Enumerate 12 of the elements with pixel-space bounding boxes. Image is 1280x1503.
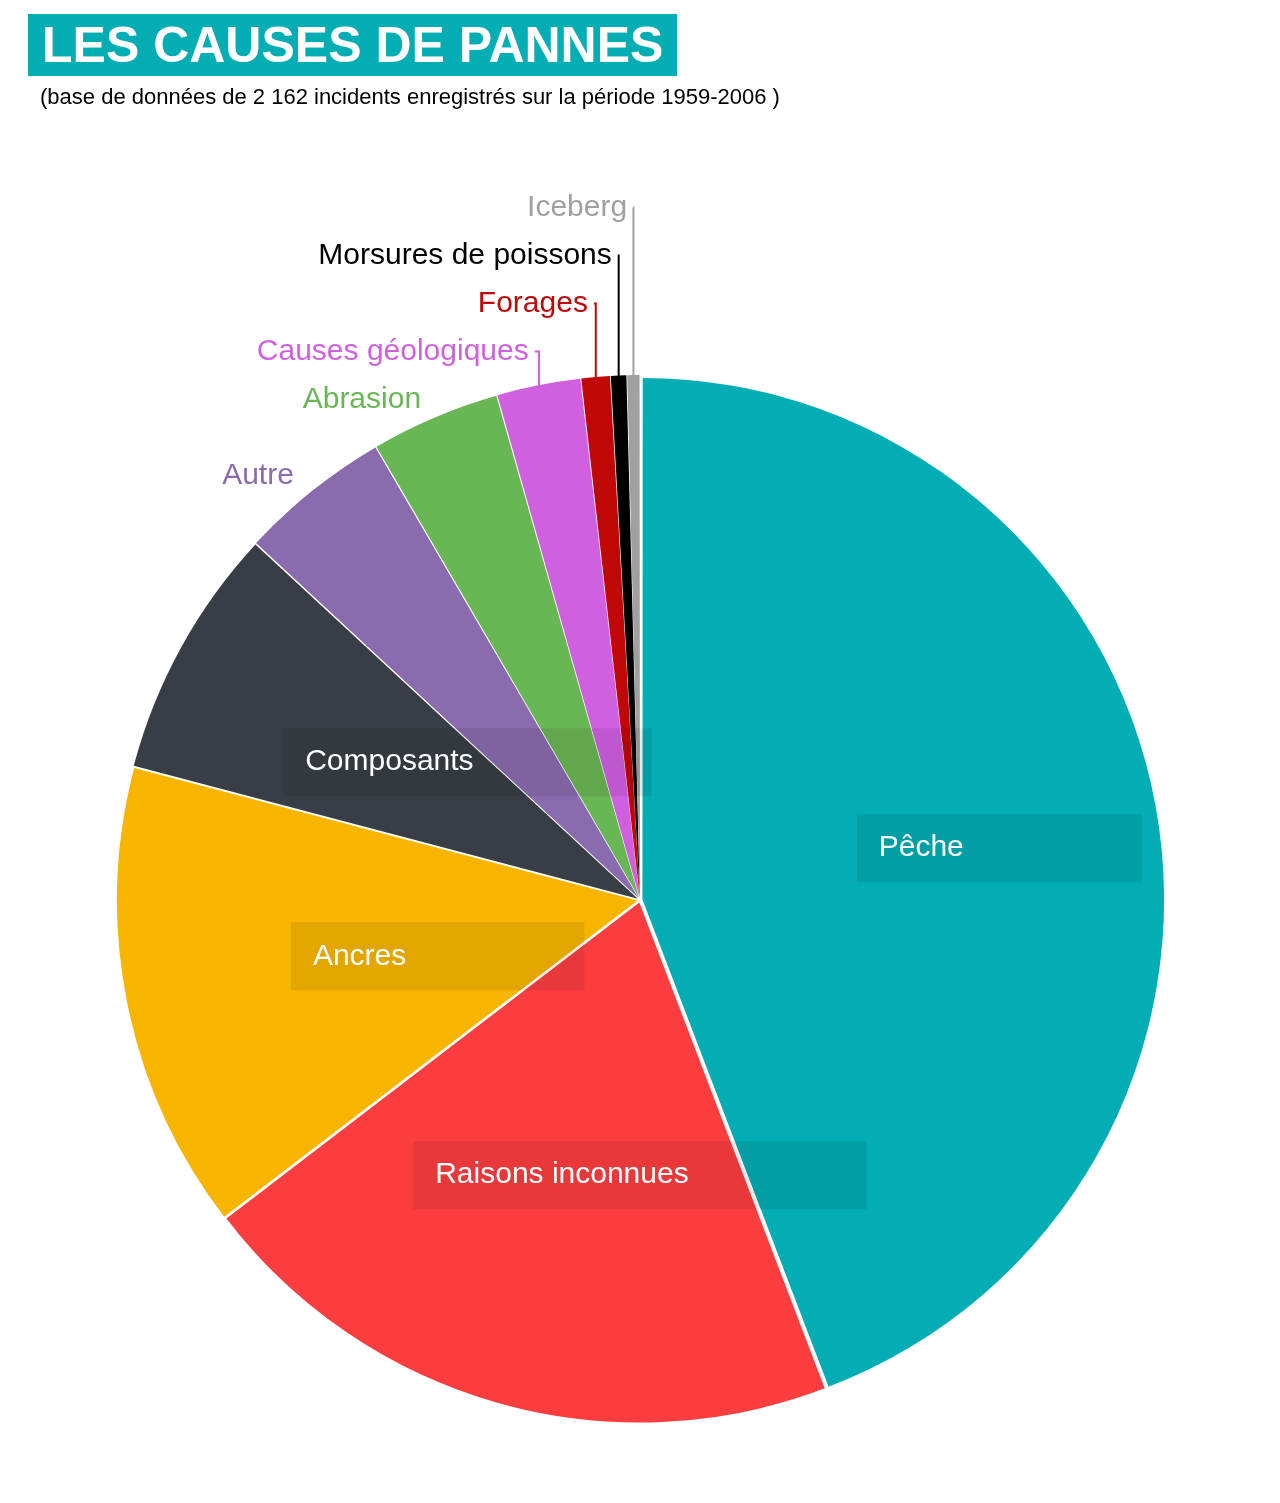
slice-label: Autre [222, 456, 294, 490]
slice-label: Causes géologiques [256, 332, 529, 366]
slice-label: Forages [477, 284, 588, 318]
slice-label: Raisons inconnues [435, 1156, 689, 1190]
slice-label: Morsures de poissons [318, 236, 612, 270]
slice-label: Abrasion [302, 380, 422, 414]
chart-title: LES CAUSES DE PANNES [28, 14, 678, 76]
text: (base de données de 2 162 incidents enregistrés sur la période 1959-2006 ) [40, 84, 781, 110]
slice-label: Composants [305, 743, 474, 777]
slice-label: Iceberg [527, 188, 628, 222]
slice-label: Pêche [878, 829, 964, 863]
slice-label: Ancres [312, 937, 407, 971]
